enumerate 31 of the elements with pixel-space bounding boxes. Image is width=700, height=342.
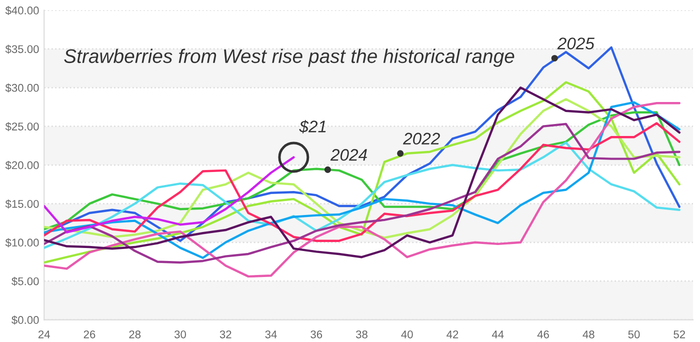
y-tick-label: $35.00 [5, 44, 39, 54]
y-tick-label: $20.00 [5, 160, 39, 170]
annotation: 2025 [557, 38, 594, 50]
x-tick-label: 26 [84, 330, 96, 338]
x-tick-label: 32 [220, 330, 232, 338]
y-tick-label: $5.00 [12, 276, 39, 286]
line-series [44, 111, 680, 230]
y-tick-label: $10.00 [5, 238, 39, 248]
x-tick-label: 46 [537, 330, 549, 338]
annotation: 2022 [402, 132, 440, 145]
x-tick-label: 44 [492, 330, 504, 338]
annotation: 2024 [330, 149, 367, 161]
x-tick-label: 52 [674, 330, 686, 338]
x-tick-label: 50 [628, 330, 640, 338]
x-tick-label: 30 [174, 330, 186, 338]
y-tick-label: $25.00 [5, 122, 39, 132]
line-series [44, 122, 680, 242]
x-tick-label: 28 [129, 330, 141, 338]
text: Strawberries from West rise past the historical range [64, 48, 514, 67]
x-tick-label: 38 [356, 330, 368, 338]
y-tick-label: $0.00 [12, 316, 39, 325]
annotation: $21 [299, 120, 326, 134]
y-tick-label: $40.00 [5, 6, 39, 16]
x-tick-label: 40 [401, 330, 413, 338]
x-tick-label: 36 [310, 330, 322, 338]
x-tick-label: 42 [446, 330, 458, 338]
x-tick-label: 24 [38, 330, 50, 338]
x-tick-label: 34 [265, 330, 277, 338]
y-tick-label: $30.00 [5, 83, 39, 92]
y-tick-label: $15.00 [5, 200, 39, 208]
x-tick-label: 48 [582, 330, 594, 338]
